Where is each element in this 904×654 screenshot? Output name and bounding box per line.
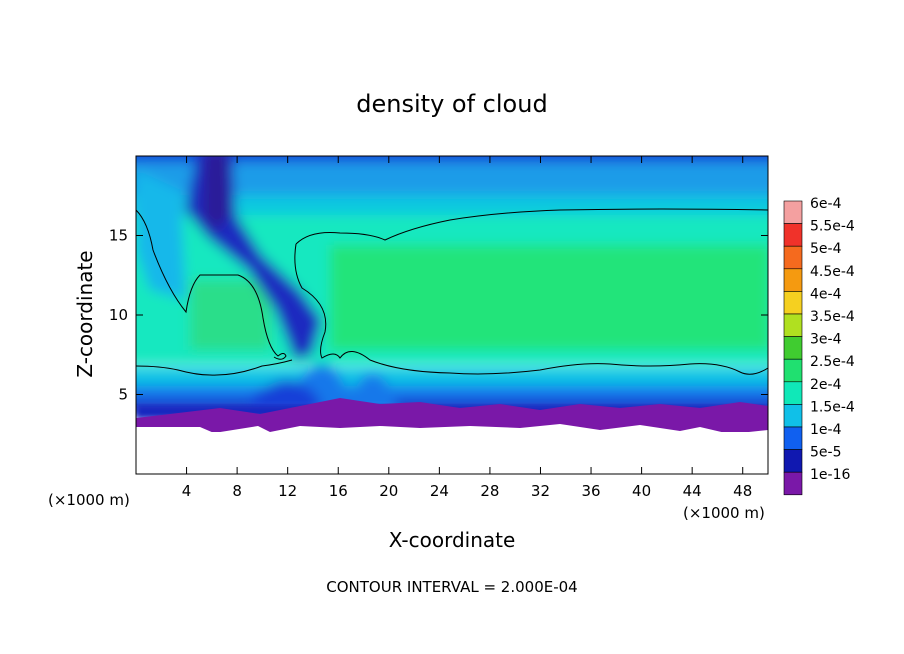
colorbar-label: 3e-4	[810, 332, 842, 348]
y-tick-label: 15	[109, 227, 128, 245]
heatmap-field	[136, 156, 768, 474]
x-tick-label: 44	[683, 482, 702, 500]
colorbar: 6e-4 5.5e-4 5e-4 4.5e-4 4e-4 3.5e-4 3e-4 2.5e-4…	[783, 196, 855, 496]
colorbar-swatch	[783, 471, 803, 496]
x-tick-label: 24	[430, 482, 449, 500]
colorbar-swatch	[783, 200, 803, 224]
colorbar-label: 5e-4	[810, 241, 842, 257]
colorbar-swatch	[783, 358, 803, 383]
colorbar-label: 3.5e-4	[810, 309, 855, 325]
colorbar-label: 1e-4	[810, 422, 842, 438]
colorbar-swatch	[783, 223, 803, 247]
colorbar-label: 2.5e-4	[810, 354, 855, 370]
x-tick-label: 12	[278, 482, 297, 500]
colorbar-swatch	[783, 449, 803, 473]
y-axis-ticks: 5 10 15	[109, 227, 768, 404]
x-tick-label: 36	[581, 482, 600, 500]
x-tick-label: 16	[329, 482, 348, 500]
colorbar-label: 1e-16	[810, 467, 850, 483]
x-tick-label: 4	[182, 482, 192, 500]
colorbar-label: 6e-4	[810, 196, 842, 212]
x-unit-right: (×1000 m)	[683, 504, 765, 522]
x-tick-label: 32	[531, 482, 550, 500]
colorbar-swatch	[783, 404, 803, 428]
contour-interval-note: CONTOUR INTERVAL = 2.000E-04	[326, 578, 577, 596]
x-tick-label: 8	[232, 482, 242, 500]
colorbar-swatch	[783, 245, 803, 270]
colorbar-label: 2e-4	[810, 377, 842, 393]
colorbar-label: 4.5e-4	[810, 264, 855, 280]
x-unit-left: (×1000 m)	[48, 491, 130, 509]
colorbar-swatch	[783, 313, 803, 337]
colorbar-label: 1.5e-4	[810, 399, 855, 415]
colorbar-swatch	[783, 381, 803, 405]
y-axis-label: Z-coordinate	[73, 250, 97, 377]
colorbar-label: 5e-5	[810, 445, 841, 461]
x-tick-label: 40	[632, 482, 651, 500]
x-axis-label: X-coordinate	[389, 528, 516, 552]
x-tick-label: 48	[733, 482, 752, 500]
y-tick-label: 5	[118, 386, 128, 404]
colorbar-swatch	[783, 291, 803, 315]
x-tick-label: 20	[379, 482, 398, 500]
colorbar-label: 5.5e-4	[810, 219, 855, 235]
colorbar-swatch	[783, 426, 803, 450]
x-axis-ticks: 4 8 12 16 20 24 28 32 36 40 44 48	[182, 156, 752, 500]
colorbar-swatch	[783, 268, 803, 292]
colorbar-swatch	[783, 336, 803, 360]
x-tick-label: 28	[480, 482, 499, 500]
colorbar-label: 4e-4	[810, 286, 842, 302]
chart-title: density of cloud	[356, 90, 547, 118]
y-tick-label: 10	[109, 306, 128, 324]
